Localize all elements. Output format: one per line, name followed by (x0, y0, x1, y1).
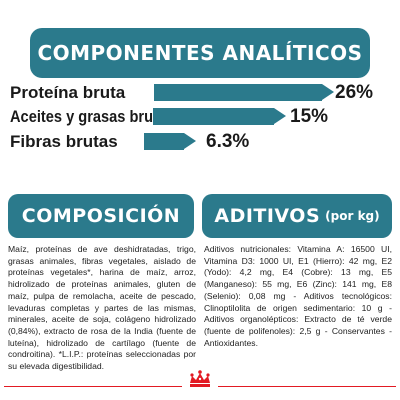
additives-text: Aditivos nutricionales: Vitamina A: 1650… (204, 244, 392, 348)
analytical-row-bar (153, 108, 286, 125)
analytical-row-value: 6.3% (206, 131, 250, 152)
composition-banner: COMPOSICIÓN (8, 194, 194, 238)
footer-rule-left (4, 386, 182, 387)
composition-text: Maíz, proteínas de ave deshidratadas, tr… (8, 244, 196, 372)
analytical-row-label: Fibras brutas (10, 132, 118, 151)
composition-title: COMPOSICIÓN (21, 205, 181, 227)
additives-title: ADITIVOS (214, 205, 321, 227)
crown-icon (190, 370, 210, 387)
analytical-components-banner: COMPONENTES ANALÍTICOS (30, 28, 370, 78)
analytical-row-value: 15% (290, 106, 329, 127)
footer-rule-right (218, 386, 396, 387)
analytical-row-label: Aceites y grasas brutos (10, 107, 175, 126)
additives-banner: ADITIVOS (por kg) (202, 194, 392, 238)
analytical-row-bar (154, 84, 334, 101)
analytical-row-value: 26% (335, 82, 374, 103)
analytical-row-label: Proteína bruta (10, 83, 126, 102)
analytical-row-bar (144, 133, 196, 150)
analytical-components-title: COMPONENTES ANALÍTICOS (37, 41, 363, 65)
additives-unit: (por kg) (325, 209, 380, 223)
